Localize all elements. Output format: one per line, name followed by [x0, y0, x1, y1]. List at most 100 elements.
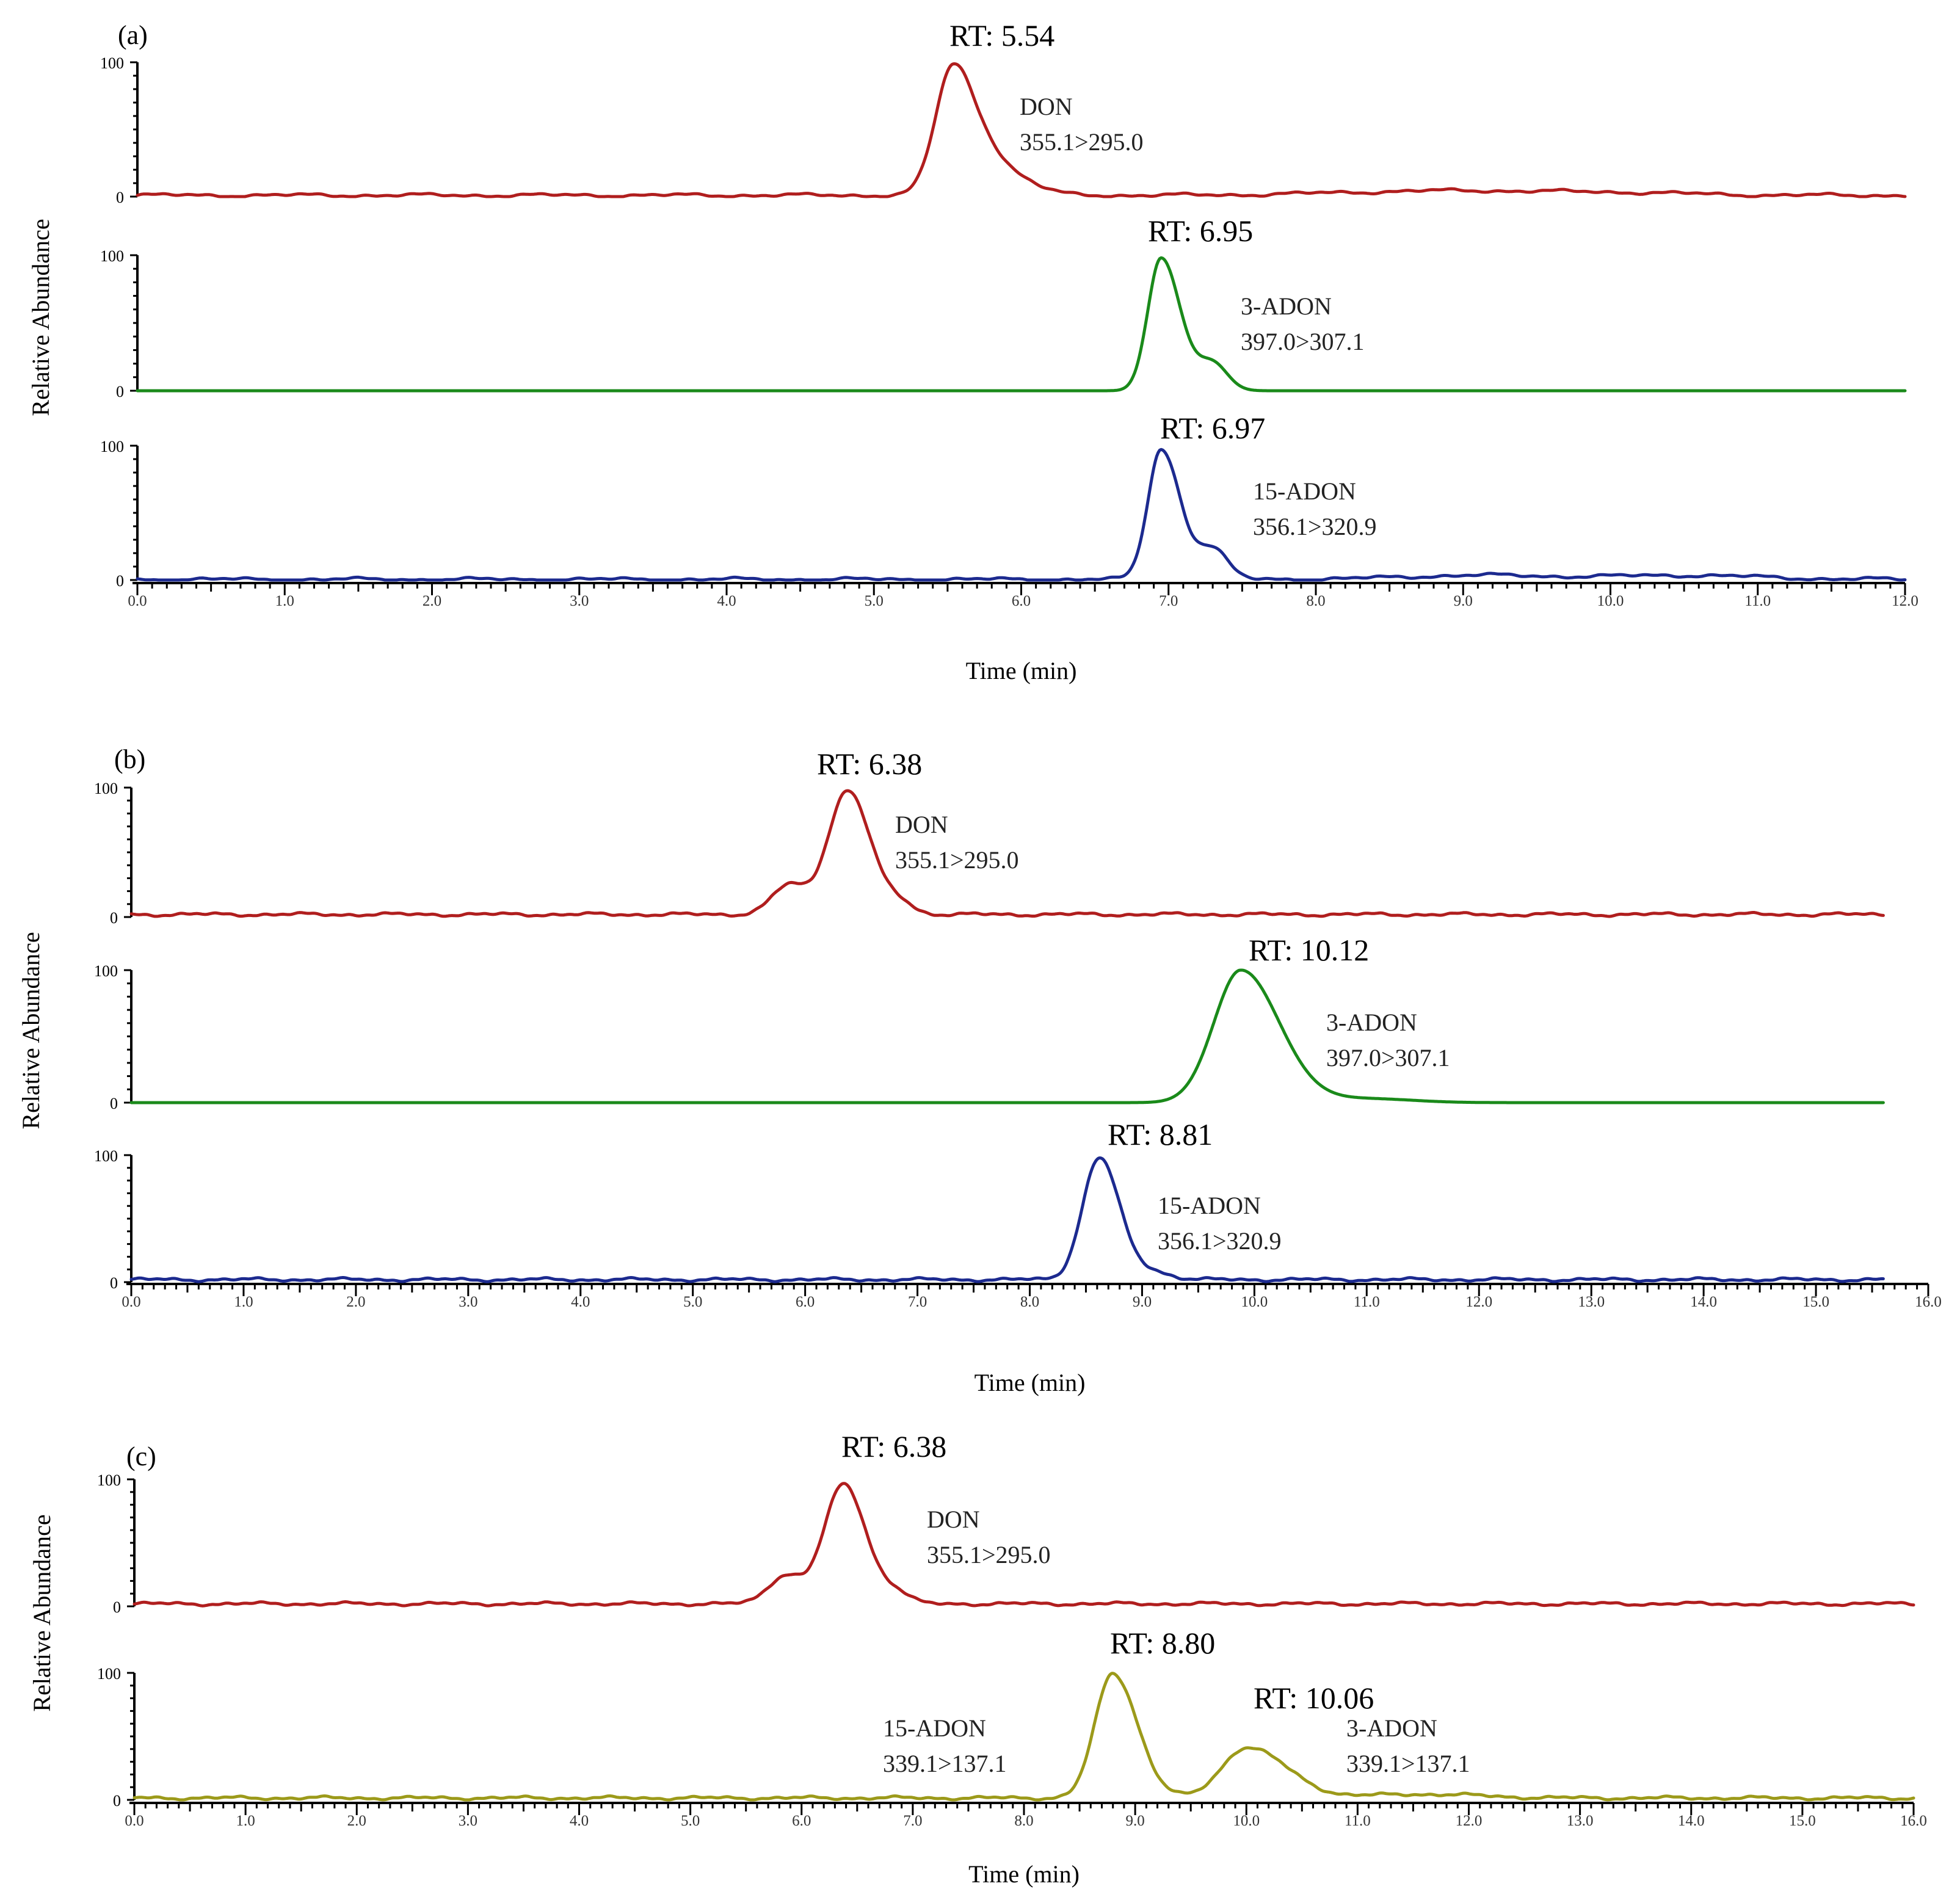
trace-group-don: 100 0 RT: 5.54 DON 355.1>295.0	[100, 18, 1907, 206]
x-tick-label: 13.0	[1567, 1813, 1594, 1829]
x-tick-label: 3.0	[570, 593, 589, 609]
retention-time-label: RT: 10.12	[1249, 933, 1369, 967]
retention-time-label: RT: 5.54	[949, 18, 1054, 53]
x-tick-label: 10.0	[1597, 593, 1624, 609]
x-tick-label: 5.0	[865, 593, 884, 609]
chromatogram-trace	[136, 256, 1907, 393]
x-tick-label: 2.0	[346, 1294, 365, 1310]
retention-time-label: RT: 6.95	[1148, 214, 1253, 248]
y-tick-label-top: 100	[100, 247, 124, 265]
x-tick-label: 11.0	[1345, 1813, 1371, 1829]
trace-group-don: 100 0 RT: 6.38 DON 355.1>295.0	[97, 1429, 1915, 1616]
compound-name-label: 3-ADON	[1346, 1714, 1437, 1742]
chromatogram-trace	[129, 1156, 1885, 1283]
y-tick-label-bottom: 0	[116, 572, 124, 590]
y-axis-label: Relative Abundance	[28, 1514, 56, 1711]
compound-name-label: 15-ADON	[883, 1714, 986, 1742]
y-tick-label-bottom: 0	[110, 1095, 118, 1112]
mrm-transition-label: 355.1>295.0	[1020, 128, 1144, 156]
x-tick-label: 7.0	[908, 1294, 927, 1310]
x-tick-label: 15.0	[1802, 1294, 1829, 1310]
mrm-transition-label: 397.0>307.1	[1326, 1044, 1450, 1071]
y-tick-label-top: 100	[94, 962, 118, 980]
chromatogram-trace	[132, 1482, 1915, 1608]
x-axis-label: Time (min)	[975, 1369, 1086, 1396]
trace-group-15-adon: 100 0 RT: 8.81 15-ADON 356.1>320.9	[94, 1117, 1885, 1292]
y-axis-label: Relative Abundance	[27, 219, 54, 416]
y-axis-label: Relative Abundance	[17, 932, 45, 1129]
compound-name-label: 15-ADON	[1253, 477, 1356, 505]
x-tick-label: 14.0	[1678, 1813, 1705, 1829]
x-tick-label: 1.0	[236, 1813, 255, 1829]
x-tick-label: 5.0	[683, 1294, 702, 1310]
compound-name-label: DON	[1020, 93, 1073, 120]
panel-label: (c)	[126, 1441, 156, 1471]
mrm-transition-label: 339.1>137.1	[1346, 1750, 1470, 1777]
chromatogram-trace	[132, 1672, 1915, 1802]
x-tick-label: 2.0	[423, 593, 441, 609]
compound-name-label: 15-ADON	[1158, 1192, 1261, 1219]
mrm-transition-label: 397.0>307.1	[1241, 328, 1365, 355]
y-tick-label-bottom: 0	[110, 909, 118, 927]
retention-time-label: RT: 8.80	[1110, 1626, 1215, 1660]
chromatogram-trace	[136, 448, 1907, 582]
x-tick-label: 7.0	[903, 1813, 922, 1829]
y-tick-label-bottom: 0	[116, 383, 124, 401]
x-tick-label: 6.0	[796, 1294, 815, 1310]
x-tick-label: 5.0	[681, 1813, 700, 1829]
mrm-transition-label: 356.1>320.9	[1253, 513, 1377, 540]
x-tick-label: 12.0	[1465, 1294, 1492, 1310]
x-tick-label: 13.0	[1578, 1294, 1605, 1310]
x-tick-label: 3.0	[459, 1813, 477, 1829]
y-tick-label-bottom: 0	[113, 1598, 121, 1616]
x-tick-label: 11.0	[1744, 593, 1771, 609]
x-tick-label: 16.0	[1900, 1813, 1927, 1829]
y-tick-label-top: 100	[100, 438, 124, 455]
x-tick-label: 1.0	[275, 593, 294, 609]
compound-name-label: DON	[927, 1506, 980, 1533]
y-tick-label-bottom: 0	[113, 1792, 121, 1810]
chromatogram-trace	[129, 789, 1885, 918]
x-tick-label: 4.0	[570, 1813, 589, 1829]
x-tick-label: 1.0	[234, 1294, 253, 1310]
retention-time-label: RT: 10.06	[1254, 1681, 1374, 1715]
x-tick-label: 4.0	[717, 593, 736, 609]
retention-time-label: RT: 6.38	[841, 1429, 946, 1463]
x-tick-label: 0.0	[122, 1294, 140, 1310]
x-tick-label: 8.0	[1014, 1813, 1033, 1829]
x-tick-label: 9.0	[1454, 593, 1473, 609]
x-tick-label: 15.0	[1789, 1813, 1816, 1829]
y-tick-label-bottom: 0	[116, 189, 124, 206]
y-tick-label-bottom: 0	[110, 1274, 118, 1292]
x-tick-label: 3.0	[459, 1294, 477, 1310]
x-tick-label: 0.0	[128, 593, 147, 609]
x-tick-label: 12.0	[1892, 593, 1918, 609]
x-axis-label: Time (min)	[968, 1860, 1080, 1888]
chromatogram-trace	[129, 968, 1885, 1104]
y-tick-label-top: 100	[97, 1471, 121, 1489]
chromatogram-trace	[136, 62, 1907, 198]
x-tick-label: 4.0	[571, 1294, 590, 1310]
retention-time-label: RT: 6.38	[817, 747, 922, 781]
compound-name-label: 3-ADON	[1326, 1009, 1417, 1036]
y-tick-label-top: 100	[100, 54, 124, 72]
x-tick-label: 2.0	[347, 1813, 366, 1829]
mrm-transition-label: 355.1>295.0	[895, 846, 1019, 874]
x-tick-label: 8.0	[1020, 1294, 1039, 1310]
x-tick-label: 10.0	[1233, 1813, 1260, 1829]
x-tick-label: 11.0	[1354, 1294, 1380, 1310]
y-tick-label-top: 100	[94, 1147, 118, 1165]
x-tick-label: 10.0	[1241, 1294, 1268, 1310]
x-tick-label: 8.0	[1306, 593, 1325, 609]
trace-group-3-adon: 100 0 RT: 10.12 3-ADON 397.0>307.1	[94, 933, 1885, 1112]
x-tick-label: 12.0	[1456, 1813, 1483, 1829]
y-tick-label-top: 100	[94, 780, 118, 797]
trace-group-3-adon: 100 0 RT: 6.95 3-ADON 397.0>307.1	[100, 214, 1907, 401]
trace-group-15-adon: 100 0 RT: 6.97 15-ADON 356.1>320.9	[100, 411, 1907, 590]
mrm-transition-label: 355.1>295.0	[927, 1541, 1051, 1568]
x-tick-label: 9.0	[1133, 1294, 1152, 1310]
x-tick-label: 14.0	[1690, 1294, 1717, 1310]
retention-time-label: RT: 8.81	[1108, 1117, 1213, 1151]
